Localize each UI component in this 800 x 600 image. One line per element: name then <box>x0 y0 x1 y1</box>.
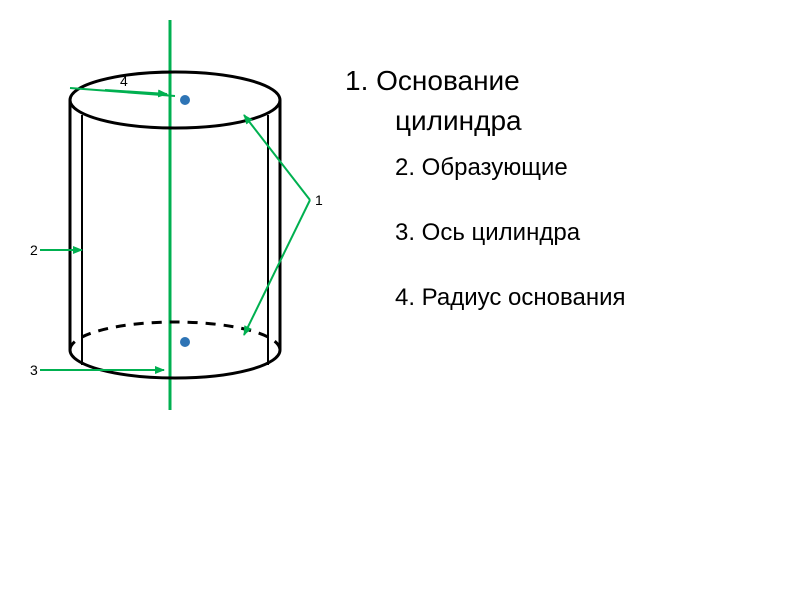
diagram-canvas: 1 2 3 4 1. Основание цилиндра 2. Образую… <box>0 0 800 600</box>
label-2: 2 <box>30 242 38 258</box>
arrow-1a <box>244 115 310 200</box>
cylinder-bottom-front <box>70 350 280 378</box>
list-item-2: 2. Образующие <box>395 154 568 181</box>
label-1: 1 <box>315 192 323 208</box>
arrow-1b <box>244 200 310 335</box>
label-4: 4 <box>120 73 128 89</box>
list-item-4: 4. Радиус основания <box>395 284 625 311</box>
title-line2: цилиндра <box>395 105 522 136</box>
center-bottom-dot <box>180 337 190 347</box>
title-line1: 1. Основание <box>345 65 520 96</box>
list-item-3: 3. Ось цилиндра <box>395 219 581 246</box>
label-3: 3 <box>30 362 38 378</box>
center-top-dot <box>180 95 190 105</box>
